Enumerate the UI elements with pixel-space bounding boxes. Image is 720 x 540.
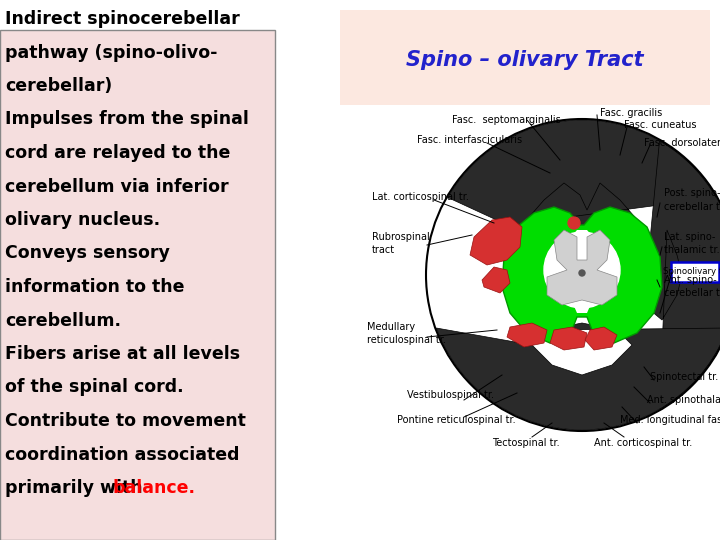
Text: cerebellar tr.: cerebellar tr.: [664, 288, 720, 298]
Text: cerebellum via inferior: cerebellum via inferior: [5, 178, 229, 195]
Text: thalamic tr.: thalamic tr.: [664, 245, 719, 255]
Polygon shape: [560, 230, 604, 313]
Text: coordination associated: coordination associated: [5, 446, 240, 463]
Circle shape: [568, 217, 580, 229]
Text: pathway (spino-olivo-: pathway (spino-olivo-: [5, 44, 217, 62]
Text: Impulses from the spinal: Impulses from the spinal: [5, 111, 249, 129]
Text: Spino – olivary Tract: Spino – olivary Tract: [406, 50, 644, 70]
FancyBboxPatch shape: [340, 10, 710, 105]
Text: Pontine reticulospinal tr.: Pontine reticulospinal tr.: [397, 415, 516, 425]
Text: Fasc.  septomarginalis: Fasc. septomarginalis: [452, 115, 561, 125]
Text: Fibers arise at all levels: Fibers arise at all levels: [5, 345, 240, 363]
Text: olivary nucleus.: olivary nucleus.: [5, 211, 160, 229]
Text: cerebellum.: cerebellum.: [5, 312, 121, 329]
Text: cord are relayed to the: cord are relayed to the: [5, 144, 230, 162]
Circle shape: [427, 120, 720, 430]
Text: Conveys sensory: Conveys sensory: [5, 245, 170, 262]
FancyBboxPatch shape: [671, 262, 719, 282]
Text: Fasc. cuneatus: Fasc. cuneatus: [624, 120, 696, 130]
FancyBboxPatch shape: [0, 30, 275, 540]
Text: Fasc. interfascicularis: Fasc. interfascicularis: [417, 135, 522, 145]
Text: Ant. spinothalamic tr.: Ant. spinothalamic tr.: [647, 395, 720, 405]
Text: Med. longitudinal fasc.: Med. longitudinal fasc.: [620, 415, 720, 425]
Text: tract: tract: [372, 245, 395, 255]
Circle shape: [544, 232, 620, 308]
Polygon shape: [585, 327, 617, 350]
Text: cerebellar tr.: cerebellar tr.: [664, 202, 720, 212]
Polygon shape: [547, 230, 617, 305]
Polygon shape: [470, 217, 522, 265]
Text: Vestibulospinal tr.: Vestibulospinal tr.: [407, 390, 494, 400]
Text: Spinoolivary tr.: Spinoolivary tr.: [662, 267, 720, 276]
Text: Rubrospinal: Rubrospinal: [372, 232, 430, 242]
Text: Spinotectal tr.: Spinotectal tr.: [650, 372, 719, 382]
Text: balance.: balance.: [112, 479, 195, 497]
Text: Contribute to movement: Contribute to movement: [5, 412, 246, 430]
Text: cerebellar): cerebellar): [5, 77, 112, 95]
Polygon shape: [550, 327, 587, 350]
Text: Fasc. dorsolateralis: Fasc. dorsolateralis: [644, 138, 720, 148]
Text: reticulospinal tr.: reticulospinal tr.: [367, 335, 446, 345]
Polygon shape: [502, 207, 662, 343]
Text: Ant. corticospinal tr.: Ant. corticospinal tr.: [594, 438, 692, 448]
Text: Ant. spino-: Ant. spino-: [664, 275, 716, 285]
Polygon shape: [436, 323, 720, 430]
Text: primarily with: primarily with: [5, 479, 148, 497]
Text: Lat. spino-: Lat. spino-: [664, 232, 716, 242]
Text: of the spinal cord.: of the spinal cord.: [5, 379, 184, 396]
Polygon shape: [507, 323, 547, 347]
Polygon shape: [448, 120, 716, 257]
Text: information to the: information to the: [5, 278, 184, 296]
Text: Indirect spinocerebellar: Indirect spinocerebellar: [5, 10, 240, 28]
Text: Lat. corticospinal tr.: Lat. corticospinal tr.: [372, 192, 469, 202]
Polygon shape: [482, 267, 510, 293]
Text: Post. spino-: Post. spino-: [664, 188, 720, 198]
Polygon shape: [650, 141, 720, 409]
Text: Medullary: Medullary: [367, 322, 415, 332]
Text: Tectospinal tr.: Tectospinal tr.: [492, 438, 559, 448]
Text: Fasc. gracilis: Fasc. gracilis: [600, 108, 662, 118]
Circle shape: [579, 270, 585, 276]
